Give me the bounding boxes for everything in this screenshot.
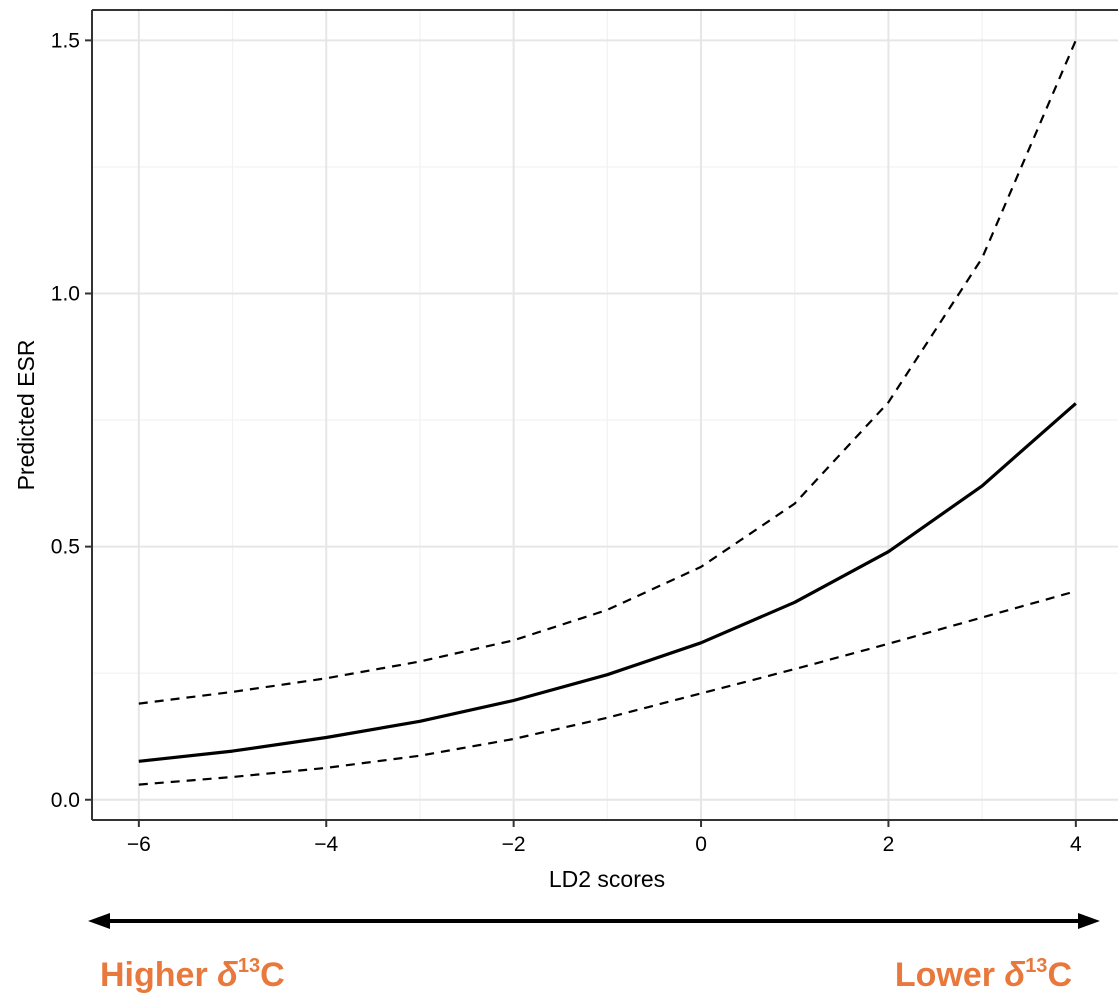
grid-minor — [92, 10, 1118, 820]
lower-prefix: Lower — [894, 956, 1005, 994]
x-tick-label: 2 — [883, 833, 895, 856]
x-tick-label: −4 — [314, 833, 338, 856]
x-axis-title: LD2 scores — [549, 866, 665, 892]
higher-d13c-label: Higher δ13C — [100, 955, 285, 995]
direction-arrow — [88, 913, 1100, 929]
y-tick-label: 0.5 — [51, 536, 80, 559]
panel-border — [91, 9, 1118, 821]
direction-arrow-left-head — [88, 913, 110, 929]
lower-delta-symbol: δ — [1004, 956, 1026, 994]
higher-superscript: 13 — [237, 955, 261, 977]
series-layer — [138, 39, 1077, 786]
higher-delta-symbol: δ — [217, 956, 238, 994]
y-tick-label: 0.0 — [51, 789, 80, 812]
y-tick-label: 1.0 — [51, 283, 80, 306]
direction-arrow-right-head — [1078, 913, 1100, 929]
lower-suffix: C — [1047, 956, 1072, 994]
y-tick-label: 1.5 — [51, 29, 80, 52]
ticks-layer: −6 −4 −2 0 2 4 0.0 0.5 1.0 1.5 — [51, 29, 1082, 856]
x-tick-label: 0 — [695, 833, 707, 856]
lower-superscript: 13 — [1025, 955, 1048, 977]
x-tick-label: −6 — [127, 833, 151, 856]
x-tick-label: 4 — [1070, 833, 1082, 856]
grid-major — [92, 10, 1118, 820]
lower-d13c-label: Lower δ13C — [895, 955, 1072, 995]
y-axis-title: Predicted ESR — [13, 340, 39, 491]
higher-suffix: C — [260, 956, 285, 994]
x-tick-label: −2 — [502, 833, 526, 856]
higher-prefix: Higher — [100, 956, 218, 994]
